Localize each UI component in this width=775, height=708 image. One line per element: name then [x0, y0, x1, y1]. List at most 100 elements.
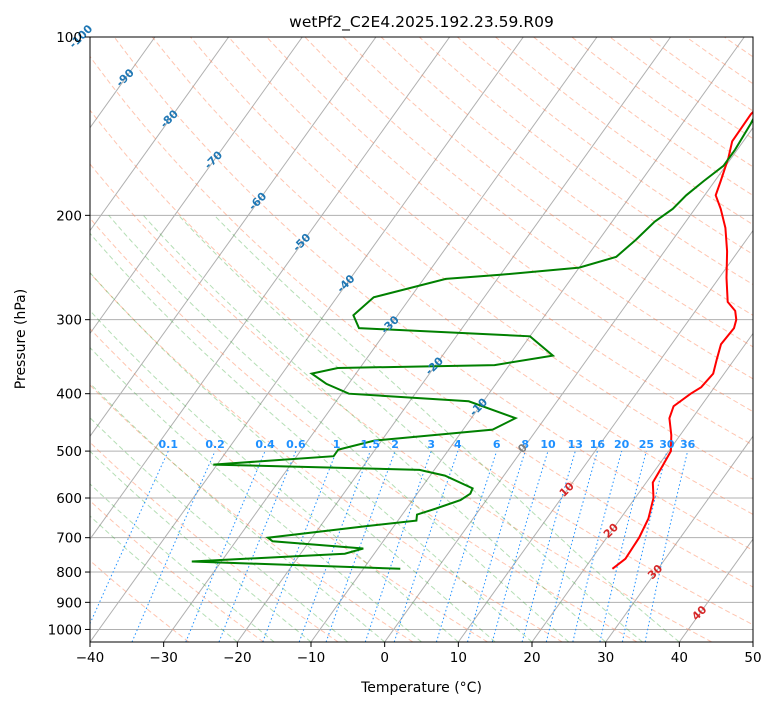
- dry-adiabat-line: [90, 109, 753, 626]
- x-tick-label: 20: [523, 650, 540, 666]
- moist-adiabat-line: [90, 483, 275, 642]
- chart-title: wetPf2_C2E4.2025.192.23.59.R09: [289, 13, 554, 32]
- x-tick-label: −30: [149, 650, 178, 666]
- x-tick-label: −10: [297, 650, 326, 666]
- isotherm-line: [457, 229, 753, 642]
- mixing-ratio-label: 13: [568, 438, 583, 451]
- plot-frame: [89, 36, 754, 643]
- y-tick-label: 500: [56, 444, 82, 460]
- isotherm-line: [0, 37, 8, 642]
- mixing-ratio-label: 0.6: [286, 438, 306, 451]
- moist-adiabat-line: [108, 214, 570, 642]
- moist-adiabat-line: [90, 232, 533, 642]
- mixing-ratio-label: 1: [333, 438, 341, 451]
- moist-adiabat-line: [90, 515, 238, 642]
- moist-adiabat-line: [178, 214, 643, 642]
- mixing-ratio-label: 0.1: [159, 438, 179, 451]
- dry-adiabat-line: [90, 55, 753, 588]
- dry-adiabat-line: [90, 217, 638, 642]
- moist-adiabat-line: [90, 382, 386, 642]
- mixing-ratio-line: [521, 450, 576, 642]
- x-tick-label: 30: [597, 650, 614, 666]
- mixing-ratio-label: 0.4: [255, 438, 275, 451]
- isotherm-line: [90, 37, 303, 335]
- mixing-ratio-label: 2: [391, 438, 399, 451]
- mixing-ratio-label: 25: [639, 438, 654, 451]
- dry-adiabat-line: [90, 328, 488, 642]
- moist-adiabat-line: [90, 271, 496, 642]
- dry-adiabat-line: [228, 37, 753, 446]
- isotherm-line: [678, 538, 753, 642]
- mixing-ratio-line: [393, 450, 459, 642]
- x-axis-title: Temperature (°C): [360, 680, 482, 696]
- moist-adiabat-line: [90, 309, 459, 642]
- isotherm-line: [90, 37, 230, 232]
- dry-adiabat-line: [90, 559, 190, 642]
- mixing-ratio-label: 4: [454, 438, 462, 451]
- y-tick-label: 600: [56, 491, 82, 507]
- moist-adiabat-line: [90, 417, 349, 642]
- isotherm-line: [163, 37, 598, 642]
- y-tick-label: 900: [56, 595, 82, 611]
- y-tick-label: 300: [56, 313, 82, 329]
- isotherm-line: [752, 641, 753, 642]
- y-tick-label: 100: [56, 30, 82, 46]
- plot-background: [90, 37, 753, 642]
- mixing-ratio-line: [325, 450, 396, 642]
- dry-adiabat-line: [380, 37, 753, 316]
- moist-adiabat-line: [90, 346, 422, 642]
- isotherm-line: [310, 37, 745, 642]
- y-tick-label: 800: [56, 565, 82, 581]
- mixing-ratio-line: [467, 450, 526, 642]
- mixing-ratio-label: 30: [659, 438, 675, 451]
- mixing-ratio-line: [572, 450, 623, 642]
- moist-adiabat-line: [213, 214, 680, 642]
- mixing-ratio-line: [644, 450, 689, 642]
- x-tick-label: 0: [380, 650, 389, 666]
- mixing-ratio-line: [185, 450, 266, 642]
- mixing-ratio-line: [545, 450, 598, 642]
- isotherm-line: [90, 37, 451, 541]
- mixing-ratio-line: [491, 450, 549, 642]
- mixing-ratio-line: [298, 450, 371, 642]
- mixing-ratio-label: 10: [540, 438, 556, 451]
- isotherm-line: [531, 332, 753, 642]
- isotherm-line: [90, 37, 377, 438]
- mixing-ratio-label: 20: [614, 438, 630, 451]
- y-tick-label: 200: [56, 208, 82, 224]
- isotherm-line: [605, 435, 753, 642]
- moist-adiabat-line: [142, 214, 607, 642]
- isotherm-line: [236, 37, 672, 642]
- mixing-ratio-line: [621, 450, 668, 642]
- mixing-ratio-label: 1.5: [361, 438, 381, 451]
- dry-adiabat-line: [90, 272, 563, 642]
- y-axis-title: Pressure (hPa): [13, 289, 29, 389]
- mixing-ratio-label: 16: [590, 438, 606, 451]
- dewpoint-profile-line: [191, 117, 753, 570]
- mixing-ratio-line: [364, 450, 432, 642]
- y-tick-label: 400: [56, 387, 82, 403]
- mixing-ratio-line: [435, 450, 498, 642]
- dry-adiabat-line: [151, 37, 753, 515]
- x-tick-label: 40: [671, 650, 688, 666]
- x-tick-label: −40: [76, 650, 105, 666]
- dry-adiabat-line: [90, 384, 414, 642]
- mixing-ratio-line: [131, 450, 216, 642]
- x-tick-label: 50: [744, 650, 761, 666]
- mixing-ratio-label: 8: [521, 438, 529, 451]
- moist-adiabat-line: [90, 450, 312, 642]
- isotherm-line: [384, 126, 753, 642]
- mixing-ratio-label: 3: [427, 438, 435, 451]
- mixing-ratio-line: [262, 450, 337, 642]
- mixing-ratio-label: 36: [680, 438, 696, 451]
- dry-adiabat-line: [113, 37, 753, 551]
- isotherm-line: [90, 37, 524, 642]
- mixing-ratio-label: 0.2: [205, 438, 225, 451]
- x-tick-label: −20: [223, 650, 252, 666]
- dry-adiabat-line: [266, 37, 753, 413]
- y-tick-label: 1000: [48, 622, 82, 638]
- mixing-ratio-label: 6: [493, 438, 501, 451]
- dry-adiabat-line: [418, 37, 753, 286]
- x-tick-label: 10: [450, 650, 467, 666]
